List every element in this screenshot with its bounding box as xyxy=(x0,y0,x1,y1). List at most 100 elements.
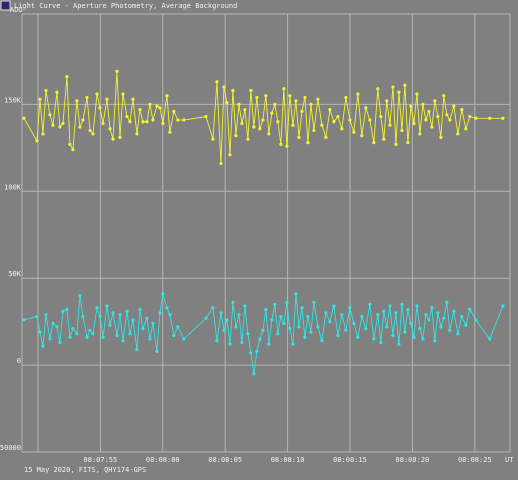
data-point xyxy=(48,113,52,117)
data-point xyxy=(418,132,422,136)
data-point xyxy=(324,311,328,315)
data-point xyxy=(403,330,407,334)
data-point xyxy=(406,141,410,145)
data-point xyxy=(488,116,492,120)
data-point xyxy=(78,125,82,129)
window-icon xyxy=(0,0,11,11)
data-point xyxy=(108,127,112,131)
data-point xyxy=(427,318,431,322)
data-point xyxy=(98,106,102,110)
data-point xyxy=(111,311,115,315)
data-point xyxy=(128,332,132,336)
data-point xyxy=(270,111,274,115)
data-point xyxy=(291,342,295,346)
data-point xyxy=(332,304,336,308)
data-point xyxy=(394,311,398,315)
data-point xyxy=(364,326,368,331)
data-point xyxy=(249,351,253,355)
data-point xyxy=(430,306,434,310)
data-point xyxy=(101,335,105,339)
data-point xyxy=(148,337,152,341)
data-point xyxy=(148,102,152,106)
data-point xyxy=(228,342,232,346)
data-point xyxy=(316,97,320,101)
data-point xyxy=(41,132,45,136)
data-point xyxy=(258,127,262,131)
data-point xyxy=(252,125,256,129)
data-point xyxy=(488,337,492,341)
data-point xyxy=(219,161,223,166)
data-point xyxy=(356,335,360,339)
data-point xyxy=(294,99,298,103)
x-tick-label: 08:08:20 xyxy=(396,456,430,464)
data-point xyxy=(400,302,404,306)
data-point xyxy=(108,323,112,327)
data-point xyxy=(297,325,301,329)
data-point xyxy=(118,135,122,140)
data-point xyxy=(155,104,159,108)
data-point xyxy=(165,94,169,98)
data-point xyxy=(309,102,313,106)
footnote: 15 May 2020, FITS, QHY174-GPS xyxy=(24,466,146,474)
data-point xyxy=(204,316,208,320)
data-point xyxy=(412,121,416,126)
y-tick-label: 50K xyxy=(8,270,21,278)
data-point xyxy=(88,328,92,332)
data-point xyxy=(427,109,431,113)
data-point xyxy=(261,118,265,122)
data-point xyxy=(105,97,109,101)
data-point xyxy=(58,340,62,345)
data-point xyxy=(161,121,165,126)
data-point xyxy=(182,118,186,122)
data-point xyxy=(68,335,72,339)
data-point xyxy=(225,101,229,105)
data-point xyxy=(219,311,223,315)
data-point xyxy=(360,314,364,319)
data-point xyxy=(320,339,324,343)
data-point xyxy=(155,349,159,353)
data-point xyxy=(98,314,102,319)
data-point xyxy=(297,135,301,140)
data-point xyxy=(176,325,180,329)
data-point xyxy=(397,90,401,94)
data-point xyxy=(442,316,446,320)
data-point xyxy=(48,337,52,341)
data-point xyxy=(324,135,328,140)
data-point xyxy=(105,304,109,308)
data-point xyxy=(291,123,295,127)
data-point xyxy=(452,309,456,313)
data-point xyxy=(372,337,376,341)
data-point xyxy=(300,109,304,113)
data-point xyxy=(243,304,247,308)
data-point xyxy=(303,335,307,339)
data-point xyxy=(279,142,283,146)
data-point xyxy=(267,132,271,136)
data-point xyxy=(344,95,348,100)
data-point xyxy=(332,120,336,124)
data-point xyxy=(68,142,72,146)
data-point xyxy=(456,332,460,336)
data-point xyxy=(168,130,172,134)
data-point xyxy=(101,121,105,126)
data-point xyxy=(474,318,478,322)
data-point xyxy=(55,90,59,94)
data-point xyxy=(316,325,320,329)
data-point xyxy=(234,134,238,138)
data-point xyxy=(285,300,289,305)
data-point xyxy=(288,94,292,98)
data-point xyxy=(138,307,142,312)
data-point xyxy=(121,92,125,96)
data-point xyxy=(237,313,241,317)
data-point xyxy=(231,88,235,93)
data-point xyxy=(352,130,356,134)
data-point xyxy=(348,306,352,310)
data-point xyxy=(445,113,449,117)
data-point xyxy=(78,293,82,298)
data-point xyxy=(58,125,62,129)
data-point xyxy=(222,85,226,89)
x-tick-label: 08:08:15 xyxy=(333,456,367,464)
data-point xyxy=(121,339,125,343)
data-point xyxy=(125,309,129,313)
data-point xyxy=(430,125,434,129)
data-point xyxy=(138,107,142,112)
